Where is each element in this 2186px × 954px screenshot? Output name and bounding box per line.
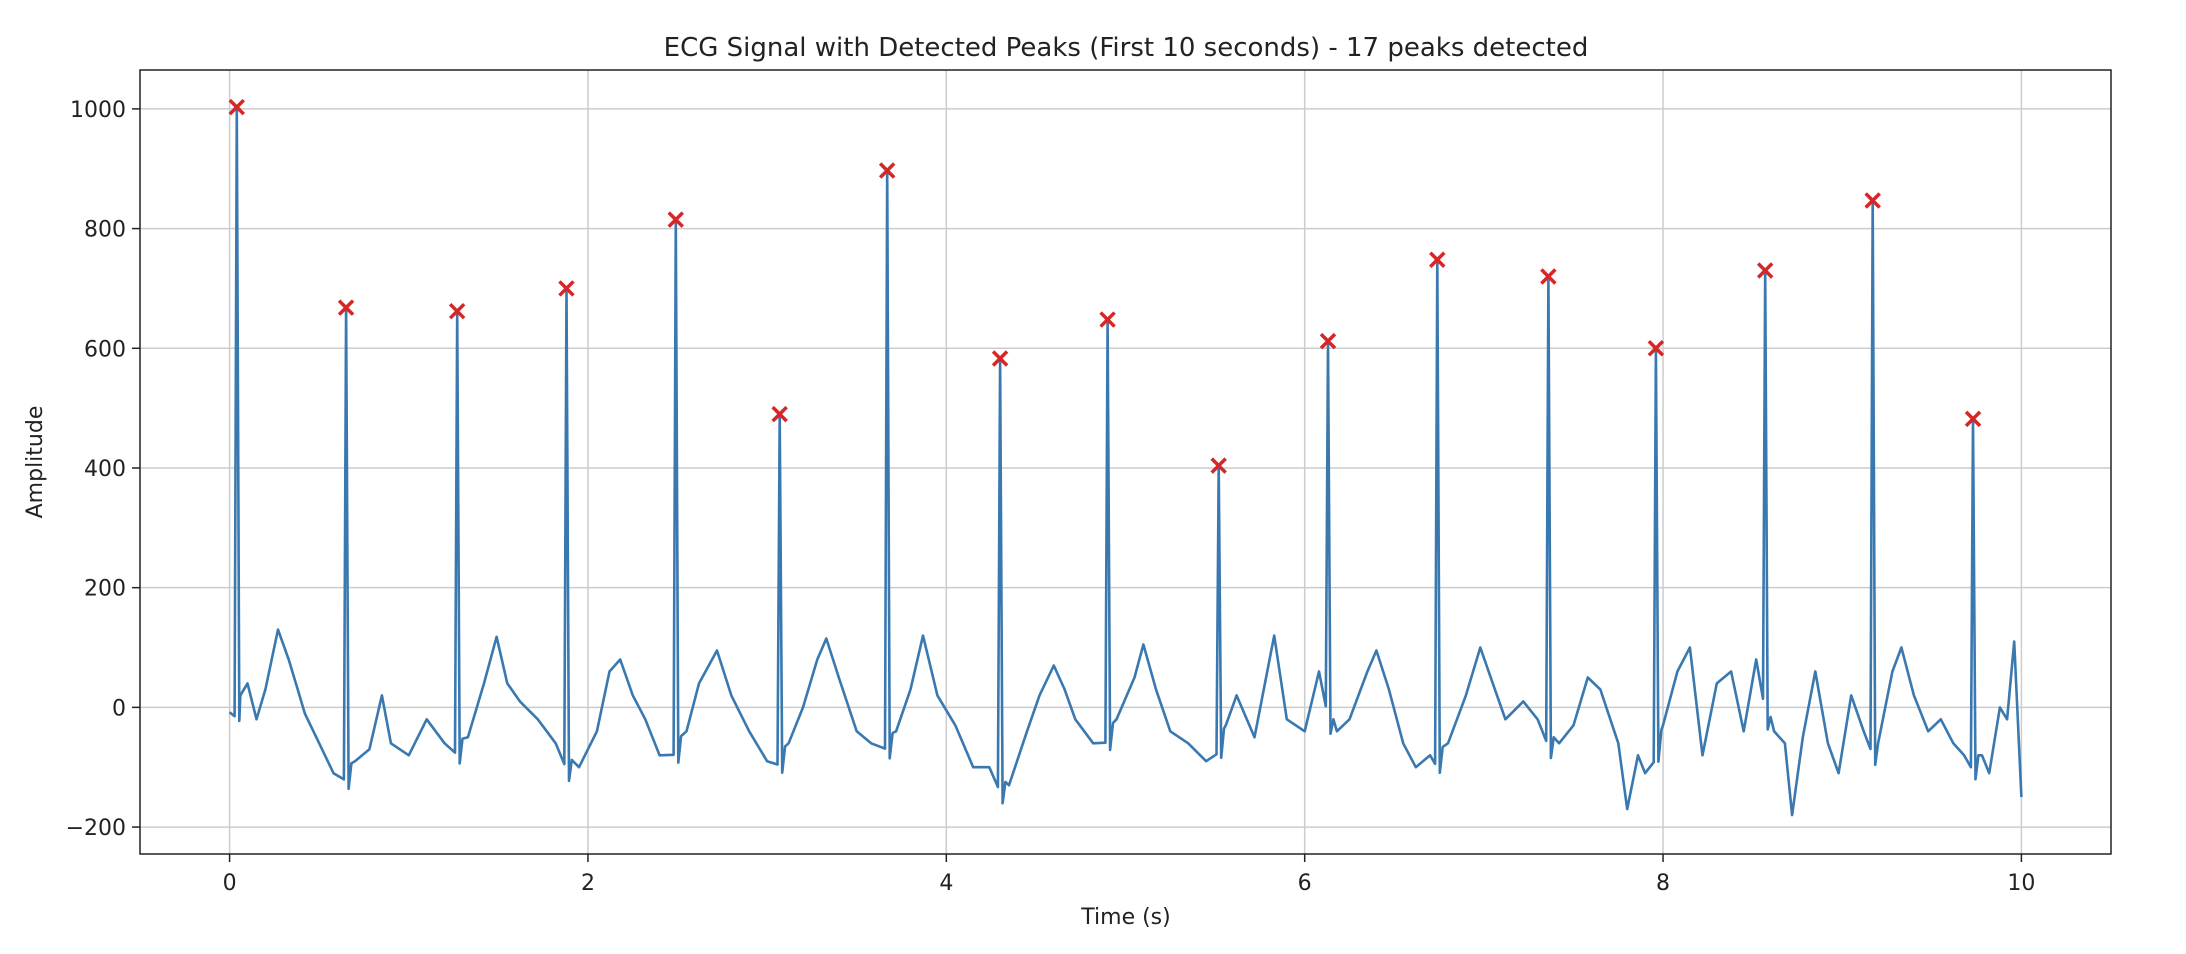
peak-marker (448, 302, 466, 320)
y-axis-label: Amplitude (23, 406, 48, 519)
y-tick-label: 800 (84, 218, 126, 243)
peak-marker (878, 162, 896, 179)
chart-title: ECG Signal with Detected Peaks (First 10… (664, 33, 1589, 63)
peak-marker (558, 280, 575, 297)
peak-marker (667, 211, 684, 228)
ecg-signal-series (228, 105, 2023, 817)
y-tick-label: 1000 (70, 98, 126, 123)
x-tick-label: 2 (581, 871, 595, 896)
x-tick-label: 0 (223, 871, 237, 896)
peak-marker (771, 405, 788, 423)
y-tick-label: 200 (84, 577, 126, 602)
plot-area-frame (139, 69, 2112, 855)
peak-marker (1647, 340, 1665, 357)
peak-marker (1210, 457, 1227, 474)
peak-marker (337, 299, 355, 316)
y-tick-label: −200 (66, 816, 126, 841)
peak-marker (228, 98, 245, 116)
x-tick-label: 6 (1298, 871, 1312, 896)
peak-marker (1756, 262, 1774, 279)
x-tick-label: 10 (2007, 871, 2035, 896)
ecg-signal-line (228, 105, 2023, 817)
x-tick-label: 4 (939, 871, 953, 896)
peak-marker (1429, 251, 1446, 268)
peak-marker (991, 350, 1009, 367)
x-axis-label: Time (s) (1080, 905, 1170, 930)
y-tick-label: 600 (84, 337, 126, 362)
peak-marker (1319, 332, 1337, 350)
peak-marker (1864, 192, 1881, 209)
x-axis-ticks: 0 2 4 6 8 10 (223, 854, 2035, 896)
peak-marker (1540, 268, 1557, 285)
peak-marker (1099, 311, 1116, 328)
detected-peaks (228, 98, 1982, 474)
y-tick-label: 400 (84, 457, 126, 482)
y-axis-ticks: −200 0 200 400 600 800 1000 (66, 98, 140, 841)
peak-marker (1964, 410, 1982, 428)
y-tick-label: 0 (112, 696, 126, 721)
gridlines (140, 70, 2111, 854)
x-tick-label: 8 (1656, 871, 1670, 896)
